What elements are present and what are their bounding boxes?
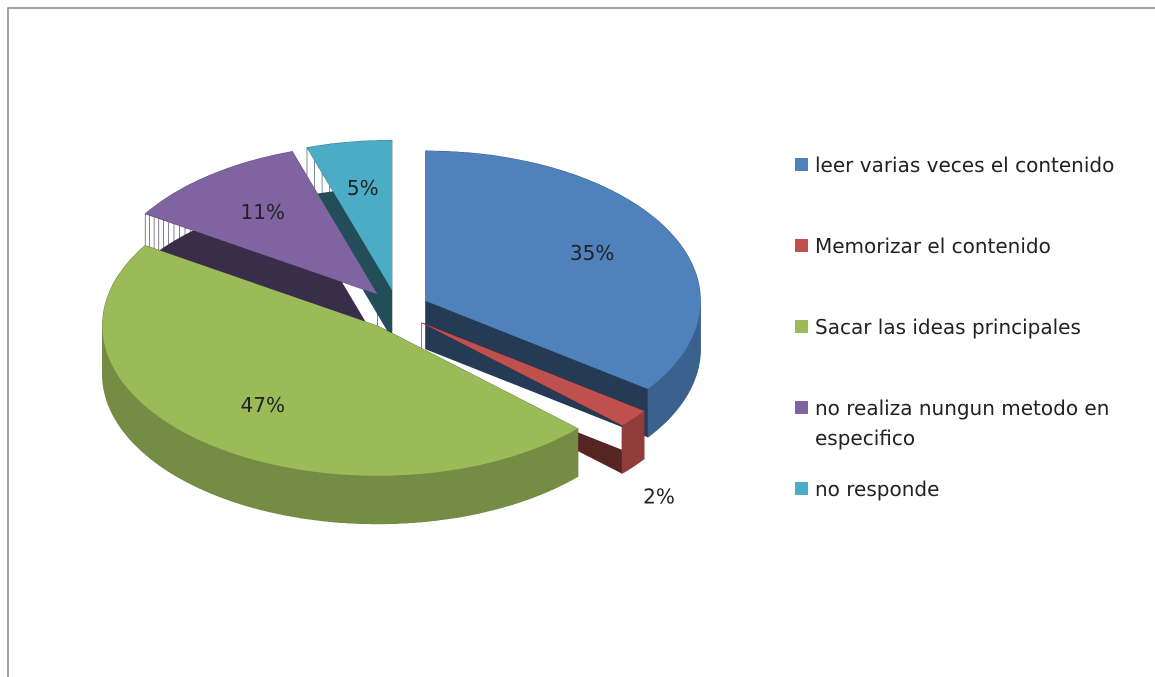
data-label: 11% [241, 200, 285, 224]
data-label: 2% [643, 484, 675, 508]
legend-label: leer varias veces el contenido [815, 153, 1115, 177]
slice [145, 151, 378, 295]
legend-item: Memorizar el contenido [795, 231, 1145, 261]
legend-label: no responde [815, 477, 940, 501]
slice-wall [102, 316, 579, 525]
legend-item: Sacar las ideas principales [795, 312, 1145, 342]
legend-item: no responde [795, 474, 1145, 504]
data-label: 5% [347, 176, 379, 200]
legend-label: Memorizar el contenido [815, 234, 1051, 258]
legend-swatch [795, 482, 808, 495]
legend-swatch [795, 239, 808, 252]
legend-label: no realiza nungun metodo en especifico [815, 396, 1110, 450]
data-label: 35% [570, 241, 614, 265]
slice-wall [647, 292, 701, 438]
legend-item: leer varias veces el contenido [795, 150, 1145, 180]
slice [307, 140, 392, 291]
frame [7, 7, 1155, 677]
slice [425, 150, 701, 390]
slice [102, 245, 578, 476]
legend-item: no realiza nungun metodo en especifico [795, 393, 1145, 453]
data-label: 47% [241, 393, 285, 417]
legend-label: Sacar las ideas principales [815, 315, 1081, 339]
legend-swatch [795, 320, 808, 333]
slice-wall [621, 410, 645, 474]
legend-swatch [795, 401, 808, 414]
slice [421, 322, 645, 426]
legend-swatch [795, 158, 808, 171]
